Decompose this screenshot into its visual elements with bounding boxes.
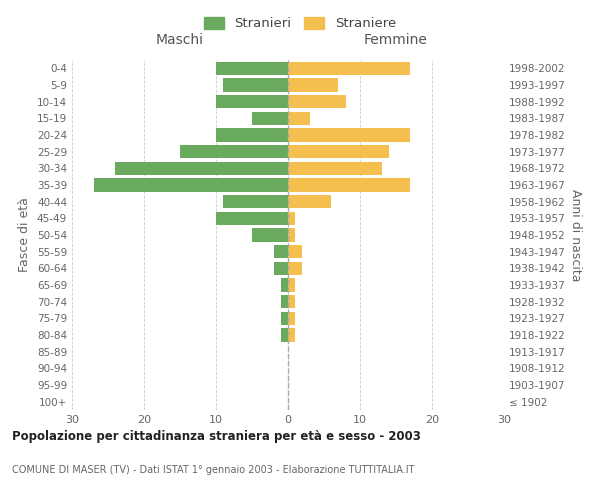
Bar <box>288 195 331 208</box>
Bar <box>288 95 346 108</box>
Bar <box>115 162 288 175</box>
Bar <box>281 295 288 308</box>
Legend: Stranieri, Straniere: Stranieri, Straniere <box>199 12 401 36</box>
Bar <box>223 195 288 208</box>
Bar <box>288 178 410 192</box>
Bar <box>223 78 288 92</box>
Bar <box>288 78 338 92</box>
Bar <box>274 245 288 258</box>
Bar <box>288 278 295 291</box>
Bar <box>288 128 410 141</box>
Bar <box>216 128 288 141</box>
Bar <box>281 278 288 291</box>
Bar <box>216 62 288 75</box>
Bar <box>252 112 288 125</box>
Bar <box>288 145 389 158</box>
Bar <box>288 212 295 225</box>
Bar <box>180 145 288 158</box>
Text: Popolazione per cittadinanza straniera per età e sesso - 2003: Popolazione per cittadinanza straniera p… <box>12 430 421 443</box>
Bar <box>288 112 310 125</box>
Bar <box>216 212 288 225</box>
Bar <box>274 262 288 275</box>
Bar <box>288 262 302 275</box>
Bar <box>288 162 382 175</box>
Bar <box>281 312 288 325</box>
Text: Maschi: Maschi <box>156 32 204 46</box>
Bar <box>288 245 302 258</box>
Text: COMUNE DI MASER (TV) - Dati ISTAT 1° gennaio 2003 - Elaborazione TUTTITALIA.IT: COMUNE DI MASER (TV) - Dati ISTAT 1° gen… <box>12 465 415 475</box>
Bar <box>216 95 288 108</box>
Text: Femmine: Femmine <box>364 32 428 46</box>
Bar <box>288 295 295 308</box>
Bar <box>288 328 295 342</box>
Bar <box>288 62 410 75</box>
Bar <box>288 228 295 241</box>
Bar <box>94 178 288 192</box>
Bar <box>281 328 288 342</box>
Bar <box>288 312 295 325</box>
Bar <box>252 228 288 241</box>
Y-axis label: Fasce di età: Fasce di età <box>19 198 31 272</box>
Y-axis label: Anni di nascita: Anni di nascita <box>569 188 582 281</box>
